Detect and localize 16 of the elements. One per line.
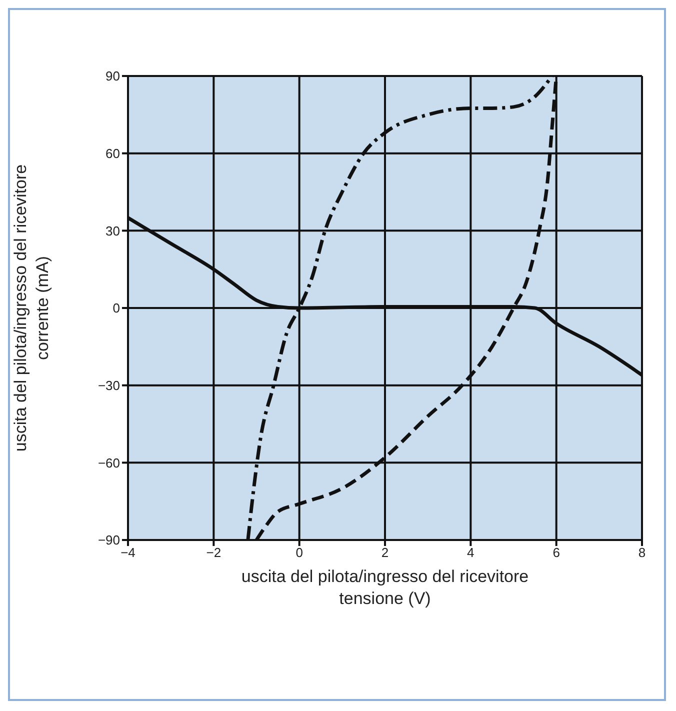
- x-tick-label: 6: [552, 545, 560, 560]
- y-tick-label: 30: [106, 223, 120, 238]
- x-tick-label: 2: [381, 545, 389, 560]
- y-tick-label: 0: [112, 300, 120, 316]
- x-tick-label: 0: [296, 545, 303, 560]
- y-axis-title: uscita del pilota/ingresso del ricevitore corrente (mA): [11, 164, 52, 452]
- x-tick-label: 8: [638, 545, 646, 560]
- x-axis-title: uscita del pilota/ingresso del ricevitore tensione (V): [241, 567, 529, 608]
- x-tick-label: 4: [467, 545, 474, 560]
- x-tick-label: −2: [206, 545, 222, 560]
- y-tick-label: 60: [106, 146, 120, 161]
- y-tick-label: −90: [98, 532, 120, 548]
- y-tick-label: −30: [98, 378, 120, 393]
- y-tick-label: −60: [98, 455, 120, 470]
- y-tick-label: 90: [106, 68, 120, 84]
- x-tick-label: −4: [120, 545, 136, 560]
